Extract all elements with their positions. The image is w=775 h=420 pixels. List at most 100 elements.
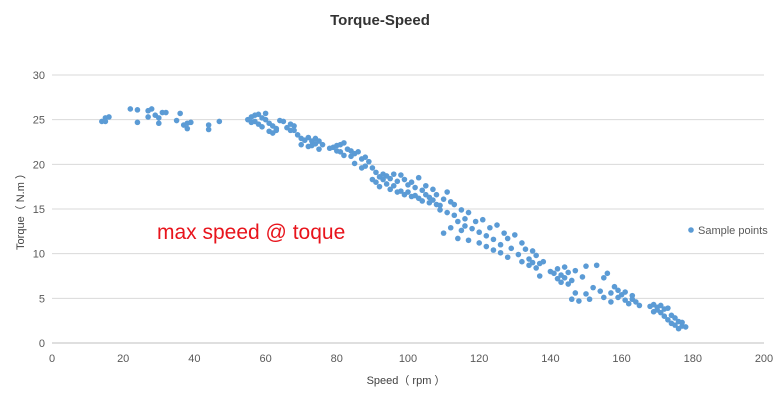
data-point	[373, 169, 379, 176]
x-tick-label: 200	[755, 353, 773, 365]
data-point	[604, 270, 611, 277]
data-point	[682, 324, 689, 330]
data-point	[458, 227, 465, 234]
data-point	[419, 198, 426, 204]
x-tick-label: 100	[399, 353, 417, 365]
data-point	[398, 172, 404, 178]
data-point	[462, 216, 468, 222]
data-point	[519, 240, 525, 246]
data-point	[479, 216, 486, 223]
data-point	[316, 138, 322, 144]
x-tick-label: 120	[470, 353, 488, 365]
data-point	[188, 119, 194, 126]
data-point	[597, 288, 604, 294]
data-point	[565, 281, 571, 287]
data-point	[586, 296, 593, 303]
data-point	[465, 209, 472, 216]
data-point	[554, 275, 561, 282]
y-tick-label: 0	[39, 338, 45, 350]
data-point	[394, 178, 401, 185]
data-point	[106, 114, 112, 120]
data-point	[533, 252, 539, 259]
data-point	[173, 117, 180, 124]
legend-marker	[688, 227, 694, 233]
data-point	[298, 141, 305, 148]
data-point	[455, 218, 461, 225]
data-point	[440, 230, 447, 236]
x-tick-label: 180	[684, 353, 702, 365]
data-point	[423, 182, 429, 189]
data-point	[408, 179, 415, 185]
y-tick-label: 25	[33, 115, 45, 127]
data-point	[430, 186, 436, 193]
data-point	[622, 289, 628, 295]
data-point	[508, 245, 515, 252]
data-point	[497, 241, 504, 248]
data-point	[608, 299, 614, 305]
data-point	[601, 294, 607, 301]
x-tick-label: 140	[541, 353, 559, 365]
data-point	[451, 212, 458, 219]
data-point	[469, 225, 475, 232]
data-point	[262, 110, 269, 117]
data-point	[657, 302, 664, 309]
data-point	[476, 240, 483, 246]
y-tick-label: 20	[33, 159, 45, 171]
x-tick-label: 0	[49, 353, 55, 365]
data-point	[504, 254, 511, 261]
data-point	[430, 197, 436, 203]
data-point	[565, 269, 571, 276]
data-point	[672, 315, 678, 321]
data-point	[156, 115, 162, 121]
data-point	[579, 274, 586, 280]
data-point	[355, 149, 361, 155]
data-point	[366, 158, 372, 165]
data-point	[205, 126, 212, 133]
data-point	[437, 202, 443, 209]
data-point	[134, 107, 141, 113]
data-point	[291, 123, 297, 129]
data-point	[608, 290, 614, 296]
data-point	[483, 233, 490, 239]
data-point	[593, 262, 600, 269]
data-point	[558, 279, 564, 286]
data-point	[291, 127, 297, 134]
data-point	[568, 277, 575, 284]
data-point	[561, 264, 568, 270]
data-point	[305, 134, 312, 141]
data-point	[665, 316, 671, 323]
data-points	[99, 106, 689, 332]
data-point	[216, 118, 223, 125]
data-point	[294, 132, 301, 138]
data-point	[362, 163, 369, 169]
data-point	[351, 160, 358, 167]
data-point	[462, 223, 468, 229]
data-point	[102, 118, 109, 125]
data-point	[611, 283, 618, 290]
data-point	[536, 273, 543, 279]
data-point	[636, 302, 643, 309]
data-point	[341, 152, 347, 159]
data-point	[583, 291, 589, 297]
x-tick-label: 160	[612, 353, 630, 365]
data-point	[572, 267, 579, 274]
axes: 0 5 10 15 20 25 30 0 20 40 60 80 100 120 140 160 180 200	[33, 70, 773, 365]
data-point	[255, 111, 262, 118]
data-point	[590, 284, 596, 291]
data-point	[337, 149, 344, 155]
data-point	[633, 299, 639, 305]
data-point	[280, 118, 287, 125]
x-tick-label: 40	[188, 353, 200, 365]
data-point	[551, 270, 557, 277]
data-point	[273, 127, 280, 134]
y-tick-label: 10	[33, 249, 45, 261]
data-point	[177, 110, 183, 117]
data-point	[145, 114, 151, 120]
data-point	[127, 106, 134, 112]
data-point	[472, 218, 479, 225]
data-point	[615, 287, 621, 294]
data-point	[529, 248, 536, 254]
data-point	[433, 191, 440, 198]
